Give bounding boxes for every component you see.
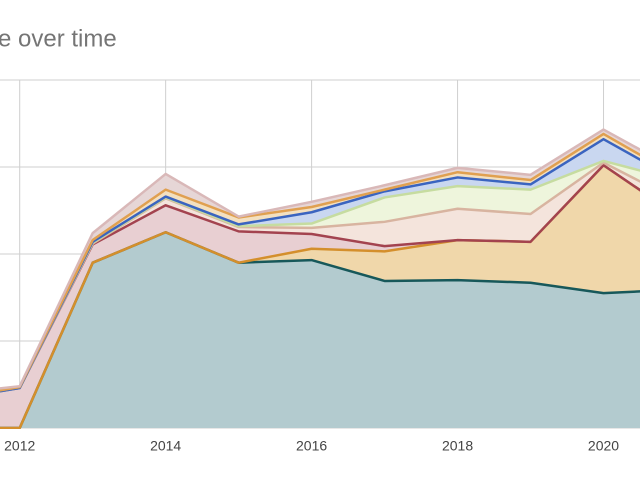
chart-title: e over time [0, 25, 117, 52]
x-tick-label: 2012 [4, 438, 35, 454]
area [0, 165, 640, 428]
area [0, 139, 640, 392]
line [0, 132, 640, 392]
lines [0, 128, 640, 429]
labels: 2012 2014 2016 2018 2020 [4, 438, 619, 454]
x-tick-label: 2020 [588, 438, 619, 454]
area [0, 133, 640, 392]
x-tick-label: 2018 [442, 438, 473, 454]
line [0, 128, 640, 390]
x-tick-label: 2016 [296, 438, 327, 454]
area [0, 162, 640, 392]
areas [0, 129, 640, 428]
x-tick-label: 2014 [150, 438, 181, 454]
